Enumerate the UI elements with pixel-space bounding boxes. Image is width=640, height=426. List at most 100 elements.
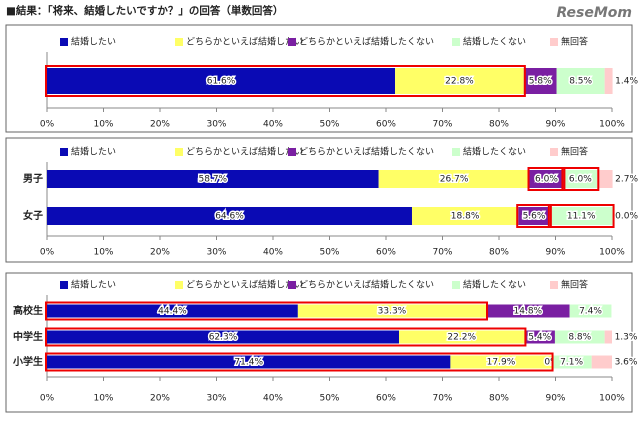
legend-swatch [550, 148, 558, 156]
value-label: 61.6% [207, 77, 236, 87]
value-label: 3.6% [615, 358, 638, 368]
highlight-box [561, 167, 600, 191]
highlight-box [547, 204, 615, 228]
legend-swatch [288, 148, 296, 156]
legend-swatch [288, 281, 296, 289]
x-tick-label: 90% [545, 248, 565, 258]
bar-segment [47, 330, 399, 344]
value-label: 22.2% [447, 333, 476, 343]
x-tick-label: 0% [40, 248, 55, 258]
legend-label: どちらかといえば結婚したい [186, 36, 303, 48]
x-tick-label: 70% [432, 248, 452, 258]
legend-label: 結婚したくない [463, 279, 526, 291]
category-label: 高校生 [13, 304, 43, 317]
bar-segment [604, 330, 612, 344]
bar-segment [569, 304, 612, 318]
bar-segment [411, 207, 519, 225]
legend-label: どちらかといえば結婚したい [186, 279, 303, 291]
x-tick-label: 100% [599, 394, 625, 404]
value-label: 5.8% [529, 77, 552, 87]
legend-label: どちらかといえば結婚したくない [299, 279, 434, 291]
legend-label: どちらかといえば結婚したい [186, 146, 303, 158]
bar-segment [529, 170, 564, 188]
value-label: 6.0% [569, 175, 592, 185]
bar-segment [524, 330, 555, 344]
value-label: 0.0% [615, 212, 638, 222]
bar-segment [47, 355, 451, 369]
bar-segment [47, 304, 298, 318]
highlight-box [527, 167, 566, 191]
bar-segment [518, 207, 550, 225]
x-tick-label: 50% [319, 394, 339, 404]
highlight-box [45, 327, 527, 347]
bar-segment [47, 207, 412, 225]
category-label: 小学生 [12, 355, 43, 368]
x-tick-label: 30% [206, 394, 226, 404]
legend-swatch [288, 38, 296, 46]
panel [5, 137, 633, 263]
value-label: 7.1% [560, 358, 583, 368]
x-tick-label: 80% [489, 120, 509, 130]
bar-segment [47, 68, 396, 94]
bar-segment [554, 330, 605, 344]
value-label: 2.7% [615, 175, 638, 185]
legend-label: 無回答 [561, 279, 588, 291]
value-label: 11.1% [567, 212, 596, 222]
x-tick-label: 10% [93, 394, 113, 404]
legend-label: 結婚したい [71, 36, 116, 48]
bar-segment [604, 68, 613, 94]
x-tick-label: 0% [40, 394, 55, 404]
legend-swatch [452, 38, 460, 46]
bar-segment [450, 355, 552, 369]
highlight-box [45, 65, 526, 97]
legend-label: どちらかといえば結婚したくない [299, 36, 434, 48]
x-tick-label: 50% [319, 120, 339, 130]
value-label: 6.0% [535, 175, 558, 185]
x-tick-label: 80% [489, 394, 509, 404]
highlight-box [45, 352, 554, 372]
legend-swatch [60, 38, 68, 46]
value-label: 7.4% [579, 307, 602, 317]
bar-segment [378, 170, 530, 188]
legend-label: 無回答 [561, 36, 588, 48]
legend-label: 結婚したい [71, 279, 116, 291]
value-label: 33.3% [378, 307, 407, 317]
category-label: 女子 [23, 209, 43, 222]
x-tick-label: 60% [376, 394, 396, 404]
bar-segment [597, 170, 613, 188]
value-label: 44.4% [158, 307, 187, 317]
legend-label: 結婚したくない [463, 146, 526, 158]
x-tick-label: 90% [545, 394, 565, 404]
value-label: 26.7% [440, 175, 469, 185]
legend-swatch [175, 38, 183, 46]
legend-swatch [175, 148, 183, 156]
x-tick-label: 20% [150, 120, 170, 130]
x-tick-label: 90% [545, 120, 565, 130]
value-label: 5.6% [523, 212, 546, 222]
legend-swatch [550, 281, 558, 289]
x-tick-label: 70% [432, 394, 452, 404]
value-label: 5.4% [528, 333, 551, 343]
highlight-box [45, 301, 489, 321]
bar-segment [47, 170, 379, 188]
value-label: 64.6% [215, 212, 244, 222]
x-tick-label: 100% [599, 120, 625, 130]
value-label: 22.8% [445, 77, 474, 87]
value-label: 62.3% [209, 333, 238, 343]
bar-segment [523, 68, 557, 94]
value-label: 1.3% [615, 333, 638, 343]
value-label: 58.7% [199, 175, 228, 185]
x-tick-label: 60% [376, 248, 396, 258]
legend-swatch [175, 281, 183, 289]
legend-label: 結婚したくない [463, 36, 526, 48]
bar-segment [556, 68, 605, 94]
x-tick-label: 60% [376, 120, 396, 130]
bar-segment [398, 330, 525, 344]
value-label: 71.4% [234, 358, 263, 368]
value-label: 18.8% [451, 212, 480, 222]
x-tick-label: 30% [206, 248, 226, 258]
value-label: 1.4% [615, 77, 638, 87]
category-label: 男子 [23, 173, 43, 185]
x-tick-label: 70% [432, 120, 452, 130]
bar-segment [297, 304, 487, 318]
